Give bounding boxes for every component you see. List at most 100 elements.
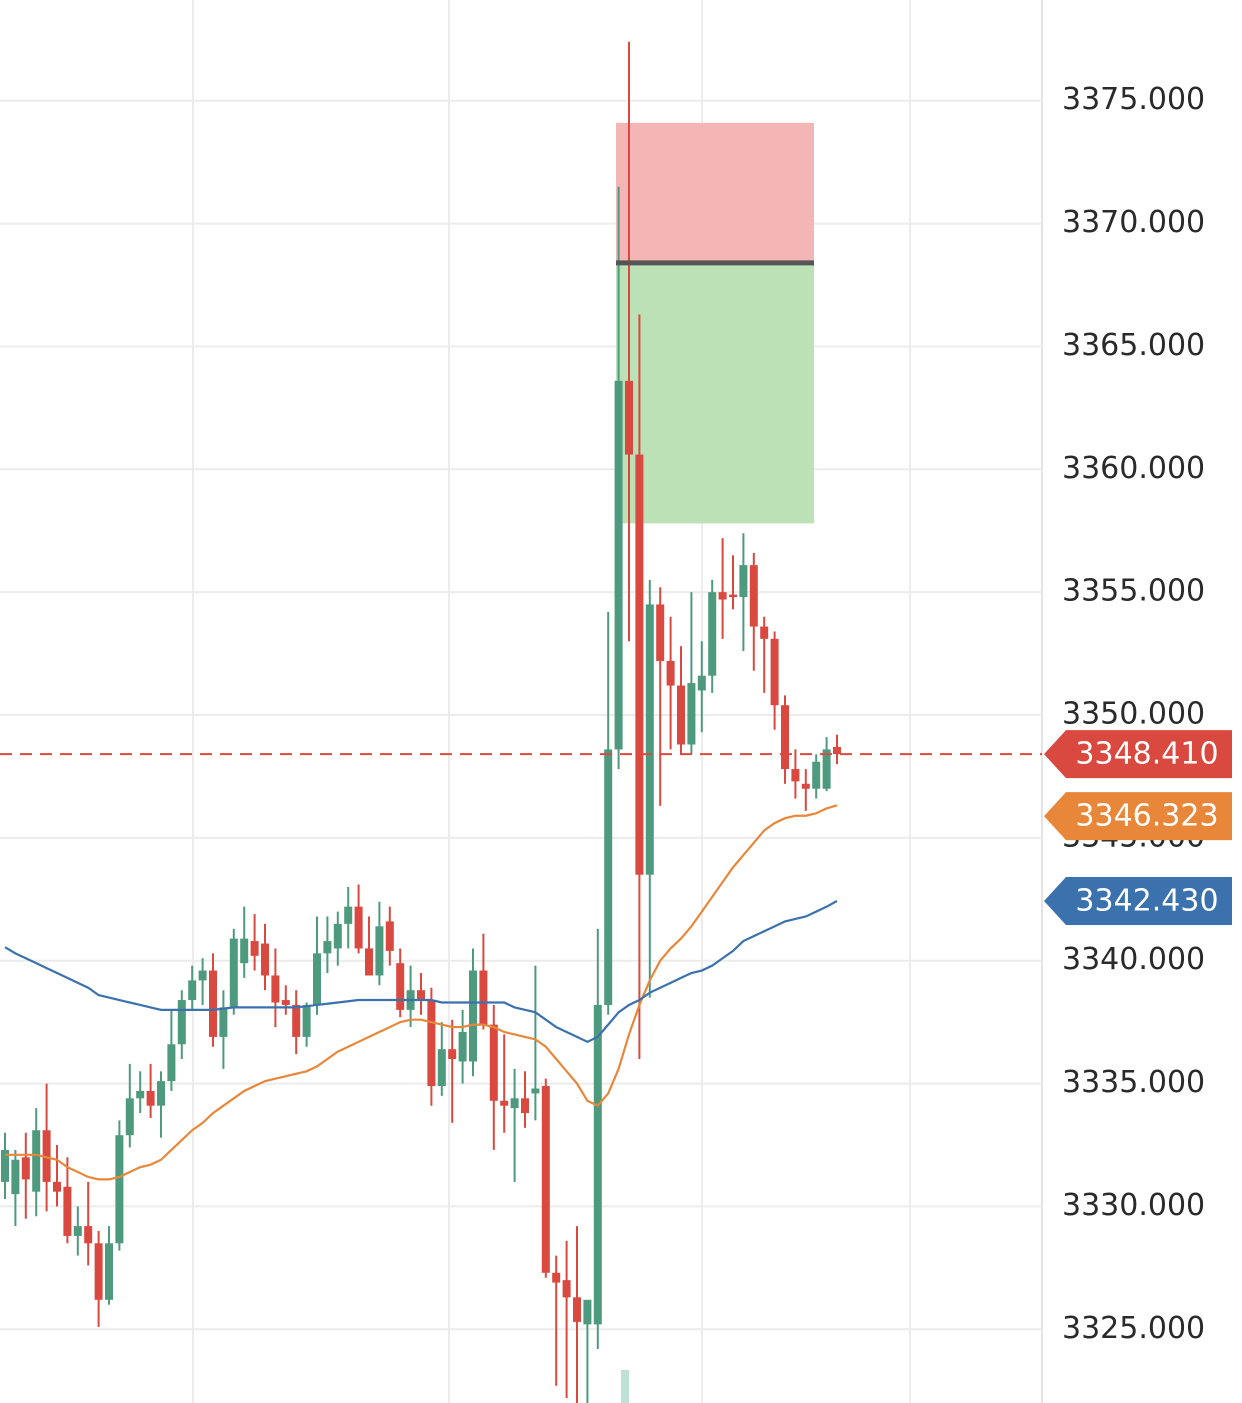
price-tag: 3348.410 — [1044, 730, 1232, 779]
candle-body — [354, 906, 363, 949]
candle-body — [469, 970, 477, 1062]
candles — [1, 41, 841, 1403]
candle-body — [573, 1297, 581, 1322]
candle-body — [229, 938, 238, 1008]
y-tick-label: 3325.000 — [1062, 1311, 1205, 1346]
candle-body — [302, 1004, 311, 1037]
y-tick-label: 3340.000 — [1062, 942, 1205, 977]
candle-body — [437, 1049, 446, 1087]
candle-body — [645, 604, 654, 875]
candle-body — [521, 1098, 529, 1114]
candle-body — [625, 380, 633, 455]
candle-body — [718, 592, 727, 600]
candle-body — [167, 1044, 176, 1082]
price-tag: 3346.323 — [1044, 792, 1232, 841]
candle-body — [614, 380, 623, 750]
candle-body — [219, 1007, 228, 1037]
y-tick-label: 3370.000 — [1062, 205, 1205, 240]
target-zone — [616, 262, 814, 524]
candle-body — [760, 626, 769, 639]
candle-body — [427, 1000, 436, 1087]
candle-body — [281, 1000, 290, 1005]
y-tick-label: 3360.000 — [1062, 451, 1205, 486]
y-tick-label: 3330.000 — [1062, 1188, 1205, 1223]
moving-average-line — [4, 900, 838, 1044]
candle-body — [677, 685, 685, 745]
candle-body — [136, 1090, 145, 1099]
y-tick-label: 3335.000 — [1062, 1065, 1205, 1100]
candle-body — [115, 1135, 124, 1244]
candle-body — [552, 1272, 561, 1283]
candle-body — [84, 1226, 93, 1244]
candle-body — [292, 1004, 301, 1037]
candle-body — [791, 769, 800, 782]
candle-body — [833, 746, 841, 755]
y-tick-label: 3355.000 — [1062, 574, 1205, 609]
candle-body — [396, 963, 405, 1010]
candle-body — [531, 1088, 540, 1094]
candle-body — [198, 970, 207, 981]
y-tick-label: 3375.000 — [1062, 82, 1205, 117]
candle-body — [739, 565, 748, 598]
y-tick-label: 3350.000 — [1062, 697, 1205, 732]
candle-body — [313, 953, 321, 1005]
volume-marker — [621, 1370, 629, 1403]
candle-body — [729, 594, 737, 598]
candle-body — [94, 1243, 103, 1300]
candle-body — [63, 1186, 72, 1236]
candle-body — [604, 749, 613, 1005]
candle-body — [42, 1130, 51, 1182]
price-tag-label: 3346.323 — [1075, 799, 1218, 834]
candle-body — [188, 980, 197, 1001]
candle-body — [365, 948, 373, 976]
candle-body — [271, 975, 280, 1003]
candle-body — [240, 938, 249, 964]
candle-body — [781, 705, 789, 770]
candle-body — [666, 660, 675, 686]
candle-body — [11, 1159, 20, 1195]
candle-body — [697, 675, 706, 691]
price-tag-box — [1044, 792, 1232, 841]
candle-body — [500, 1100, 509, 1106]
candle-body — [770, 638, 779, 706]
y-tick-label: 3365.000 — [1062, 328, 1205, 363]
price-tag-label: 3342.430 — [1075, 884, 1218, 919]
candle-body — [541, 1086, 550, 1273]
price-tag: 3342.430 — [1044, 877, 1232, 926]
candle-body — [125, 1098, 134, 1136]
candle-body — [812, 761, 821, 789]
candle-body — [583, 1299, 592, 1325]
moving-average-line — [5, 804, 838, 1181]
candle-body — [209, 970, 217, 1037]
candle-body — [593, 1004, 602, 1325]
price-tag-box — [1044, 730, 1232, 779]
candle-body — [261, 943, 269, 976]
stop-zone — [616, 122, 814, 263]
candle-body — [105, 1243, 113, 1300]
candle-body — [562, 1280, 571, 1298]
candle-body — [177, 1000, 186, 1045]
candle-body — [479, 970, 488, 1025]
price-tag-label: 3348.410 — [1075, 737, 1218, 772]
candle-body — [73, 1226, 82, 1236]
candle-body — [635, 454, 644, 875]
candle-body — [333, 923, 342, 949]
price-tag-box — [1044, 877, 1232, 926]
candle-body — [1, 1149, 9, 1182]
candle-body — [323, 941, 332, 954]
candle-body — [448, 1049, 457, 1060]
candle-body — [146, 1090, 155, 1106]
candle-body — [708, 592, 717, 676]
candle-body — [157, 1081, 165, 1106]
candle-body — [749, 565, 758, 627]
candle-body — [489, 1024, 498, 1101]
candle-body — [32, 1130, 41, 1192]
candle-body — [458, 1031, 467, 1062]
candle-body — [21, 1157, 30, 1180]
candle-body — [510, 1098, 519, 1109]
candle-body — [656, 604, 665, 661]
candle-body — [687, 683, 696, 745]
candle-body — [344, 906, 353, 924]
candle-body — [801, 783, 810, 789]
